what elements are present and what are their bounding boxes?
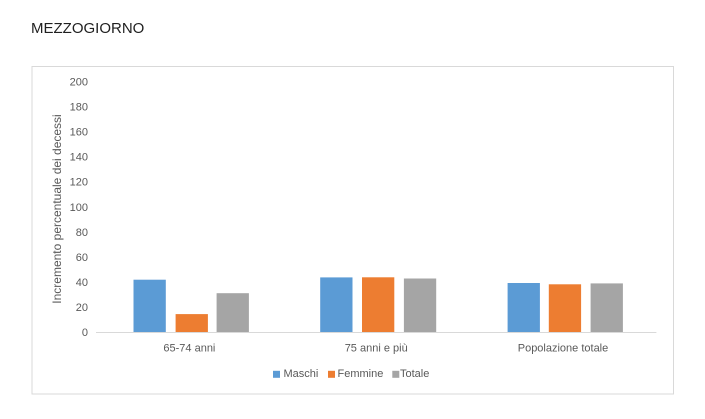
svg-text:Maschi: Maschi xyxy=(284,368,319,380)
svg-text:MEZZOGIORNO: MEZZOGIORNO xyxy=(31,20,144,37)
svg-text:Popolazione totale: Popolazione totale xyxy=(518,343,609,355)
svg-text:75 anni e più: 75 anni e più xyxy=(345,343,408,355)
svg-text:160: 160 xyxy=(70,127,88,139)
svg-text:20: 20 xyxy=(76,302,88,314)
svg-text:140: 140 xyxy=(70,152,88,164)
svg-text:Femmine: Femmine xyxy=(338,368,384,380)
svg-text:Totale: Totale xyxy=(400,368,429,380)
svg-text:Incremento percentuale dei dec: Incremento percentuale dei decessi xyxy=(50,114,64,303)
svg-text:40: 40 xyxy=(76,277,88,289)
svg-text:80: 80 xyxy=(76,227,88,239)
svg-text:65-74 anni: 65-74 anni xyxy=(163,343,215,355)
svg-text:180: 180 xyxy=(70,102,88,114)
svg-text:100: 100 xyxy=(70,202,88,214)
svg-text:60: 60 xyxy=(76,252,88,264)
svg-text:120: 120 xyxy=(70,177,88,189)
svg-text:200: 200 xyxy=(70,77,88,89)
svg-text:0: 0 xyxy=(82,327,88,339)
